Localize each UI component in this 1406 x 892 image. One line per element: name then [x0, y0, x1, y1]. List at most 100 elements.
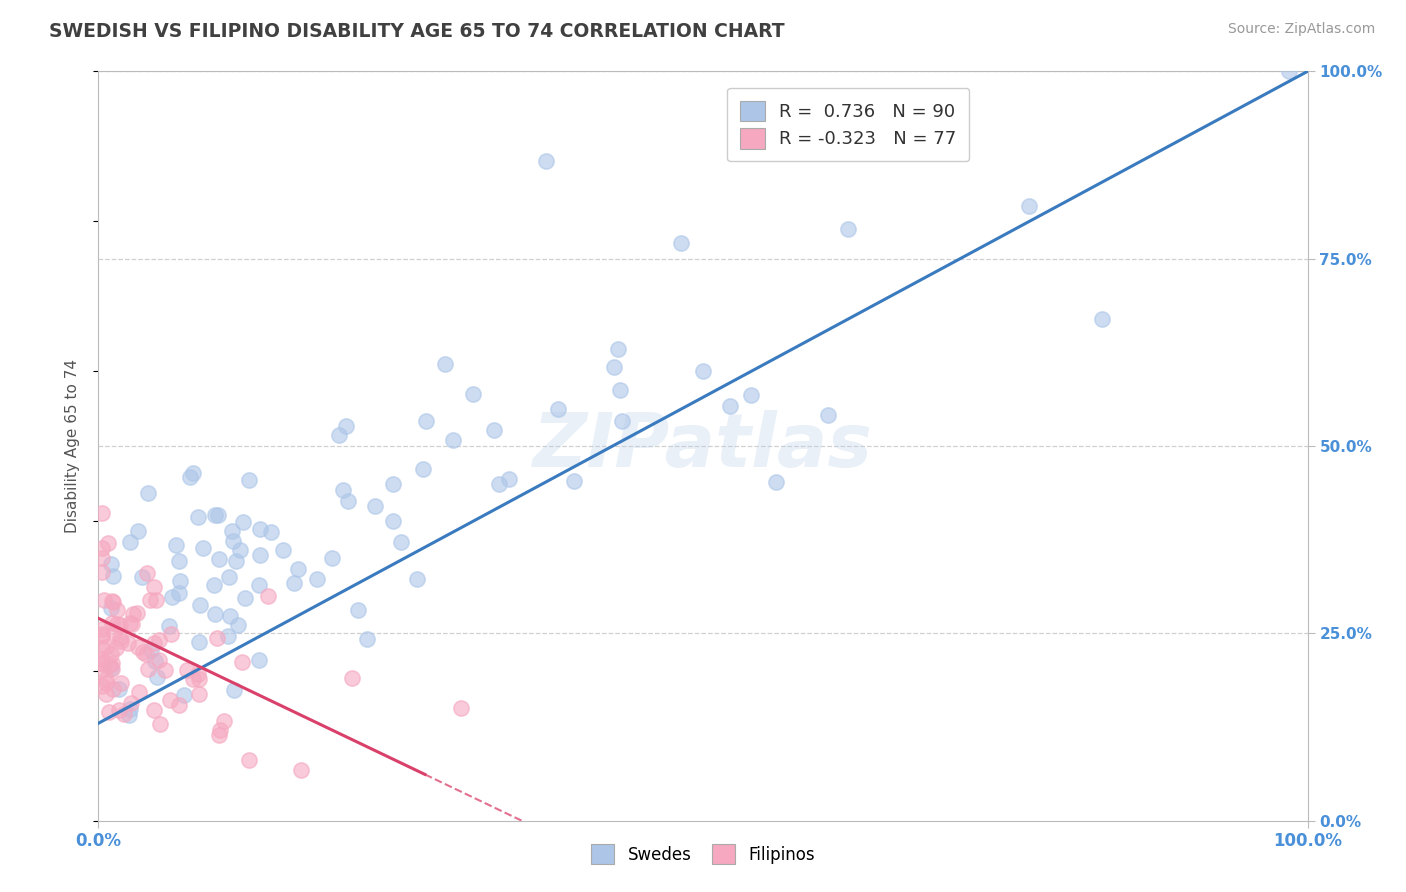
Point	[110, 676, 132, 690]
Point	[101, 595, 124, 609]
Point	[153, 663, 176, 677]
Point	[238, 754, 260, 768]
Point	[91, 656, 114, 670]
Point	[381, 477, 404, 491]
Point	[260, 524, 283, 539]
Point	[101, 661, 124, 675]
Point	[159, 626, 181, 640]
Point	[740, 388, 762, 402]
Point	[97, 536, 120, 550]
Point	[187, 687, 209, 701]
Point	[356, 632, 378, 646]
Point	[441, 433, 464, 447]
Point	[692, 364, 714, 378]
Point	[104, 641, 127, 656]
Point	[142, 636, 165, 650]
Point	[101, 681, 124, 696]
Point	[218, 609, 240, 624]
Point	[287, 561, 309, 575]
Point	[226, 617, 249, 632]
Point	[173, 688, 195, 702]
Point	[136, 662, 159, 676]
Point	[207, 508, 229, 522]
Point	[188, 634, 211, 648]
Point	[382, 514, 405, 528]
Point	[222, 533, 245, 548]
Point	[307, 572, 329, 586]
Point	[101, 657, 124, 671]
Point	[120, 534, 142, 549]
Point	[142, 703, 165, 717]
Point	[91, 628, 114, 642]
Point	[290, 763, 312, 777]
Text: Source: ZipAtlas.com: Source: ZipAtlas.com	[1227, 22, 1375, 37]
Point	[249, 578, 271, 592]
Point	[191, 541, 214, 556]
Point	[148, 653, 170, 667]
Point	[232, 515, 254, 529]
Point	[103, 569, 125, 583]
Point	[91, 679, 114, 693]
Point	[205, 631, 228, 645]
Point	[120, 696, 142, 710]
Point	[609, 384, 631, 398]
Point	[415, 414, 437, 428]
Point	[91, 623, 114, 637]
Point	[256, 589, 278, 603]
Point	[118, 708, 141, 723]
Point	[105, 617, 128, 632]
Point	[247, 653, 270, 667]
Point	[167, 586, 190, 600]
Point	[131, 570, 153, 584]
Point	[204, 508, 226, 522]
Point	[450, 701, 472, 715]
Point	[145, 593, 167, 607]
Point	[765, 475, 787, 490]
Point	[217, 629, 239, 643]
Point	[91, 566, 114, 580]
Point	[127, 524, 149, 538]
Point	[233, 591, 256, 605]
Point	[202, 578, 225, 592]
Point	[91, 652, 114, 666]
Point	[176, 663, 198, 677]
Point	[231, 656, 253, 670]
Point	[603, 360, 626, 375]
Point	[249, 523, 271, 537]
Point	[249, 549, 271, 563]
Point	[132, 645, 155, 659]
Point	[181, 673, 204, 687]
Point	[1018, 199, 1040, 213]
Point	[148, 632, 170, 647]
Point	[135, 566, 157, 581]
Point	[214, 714, 236, 729]
Point	[117, 636, 139, 650]
Point	[157, 619, 180, 633]
Point	[93, 592, 115, 607]
Point	[1278, 64, 1301, 78]
Point	[208, 723, 231, 737]
Point	[91, 663, 114, 677]
Point	[91, 507, 114, 521]
Point	[562, 474, 585, 488]
Point	[100, 615, 122, 630]
Point	[221, 524, 243, 538]
Point	[98, 658, 121, 673]
Point	[463, 386, 485, 401]
Point	[139, 593, 162, 607]
Point	[135, 647, 157, 661]
Point	[145, 670, 167, 684]
Point	[167, 554, 190, 568]
Point	[94, 640, 117, 654]
Text: SWEDISH VS FILIPINO DISABILITY AGE 65 TO 74 CORRELATION CHART: SWEDISH VS FILIPINO DISABILITY AGE 65 TO…	[49, 22, 785, 41]
Point	[181, 466, 204, 480]
Point	[118, 702, 141, 716]
Legend: Swedes, Filipinos: Swedes, Filipinos	[585, 838, 821, 871]
Point	[488, 476, 510, 491]
Point	[91, 551, 114, 566]
Point	[94, 687, 117, 701]
Point	[208, 728, 231, 742]
Point	[143, 580, 166, 594]
Point	[364, 500, 387, 514]
Point	[100, 661, 122, 675]
